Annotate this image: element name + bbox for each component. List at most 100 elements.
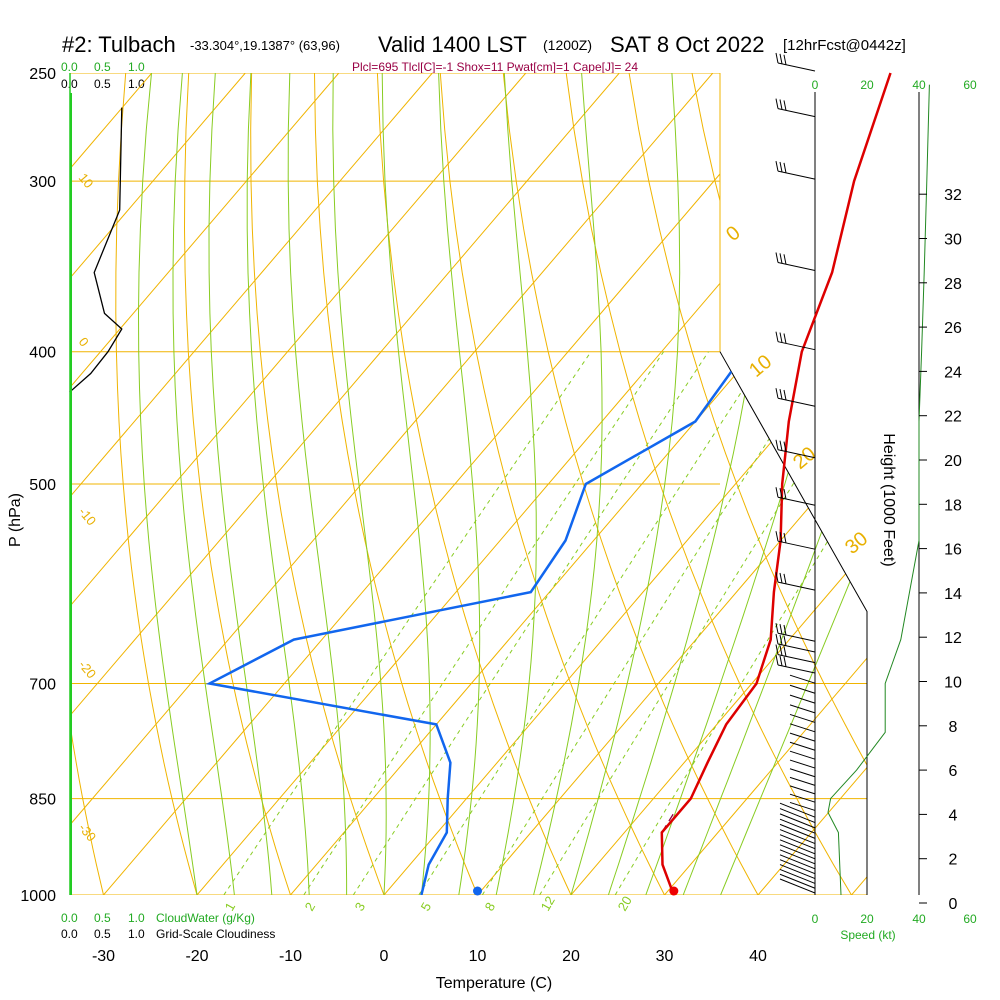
isotherm-label-5: 0 (722, 222, 745, 246)
right-boundary (719, 351, 868, 895)
wind-barb-flag-39-1 (779, 389, 783, 400)
isotherm--40 (70, 73, 714, 895)
wind-barb-flag-35-0 (775, 572, 779, 583)
isotherm--10 (290, 73, 867, 895)
speed-tick-bottom-1: 20 (860, 912, 874, 926)
moist-adiabat-8 (438, 73, 481, 895)
dry-adiabat-30 (439, 73, 665, 895)
wind-barb-flag-37-0 (775, 487, 779, 498)
wind-barb-21 (789, 759, 816, 769)
wind-barb-40 (777, 341, 816, 351)
speed-axis-label: Speed (kt) (840, 928, 895, 942)
height-tick-24: 24 (944, 364, 962, 381)
wind-barb-flag-39-2 (783, 389, 787, 401)
dry-adiabat-40 (502, 73, 759, 895)
height-tick-2: 2 (949, 852, 958, 869)
wind-barb-25 (789, 723, 816, 733)
cloudiness-scale-bottom-2: 1.0 (128, 927, 145, 941)
wind-barb-flag-41-1 (779, 253, 783, 264)
speed-tick-top-3: 60 (963, 78, 977, 92)
wind-barb-flag-37-2 (783, 488, 787, 500)
mixing-ratio-12 (539, 351, 867, 895)
wind-barb-12 (779, 818, 816, 834)
height-axis-label: Height (1000 Feet) (880, 433, 897, 566)
wind-barb-flag-32-2 (783, 646, 787, 657)
wind-barb-13 (779, 813, 816, 829)
y-axis-label: P (hPa) (7, 493, 24, 547)
wind-barb-flag-34-2 (783, 624, 787, 636)
wind-barb-28 (789, 694, 816, 704)
speed-tick-bottom-3: 60 (963, 912, 977, 926)
wind-barb-14 (779, 808, 816, 824)
moist-adiabat--4 (287, 73, 348, 895)
wind-barb-23 (789, 741, 816, 751)
height-tick-12: 12 (944, 630, 962, 647)
wind-barb-17 (789, 793, 816, 803)
moist-adiabat--8 (246, 73, 310, 895)
cloud-scale-top-1: 0.5 (94, 60, 111, 74)
wind-barb-44 (777, 62, 816, 72)
wind-barb-15 (779, 802, 816, 818)
wind-barb-7 (779, 844, 816, 860)
wind-barb-flag-44-1 (779, 53, 783, 64)
height-tick-8: 8 (949, 719, 958, 736)
mixing-ratio-label-2: 3 (352, 900, 369, 914)
dry-adiabat--20 (115, 73, 198, 895)
wind-barb-flag-36-2 (783, 532, 787, 544)
isotherm--80 (70, 73, 340, 895)
wind-barb-36 (777, 540, 816, 550)
isotherm-label-6: 10 (745, 351, 776, 382)
zulu-time: (1200Z) (543, 37, 592, 53)
moist-adiabat--20 (137, 73, 198, 895)
surface-temp-dot (669, 886, 679, 896)
isotherm-label-0: 10 (76, 170, 97, 191)
wind-barb-flag-32-1 (779, 645, 783, 656)
dry-adiabat-60 (628, 73, 867, 895)
wind-barb-flag-32-0 (775, 644, 779, 655)
wind-barb-42 (777, 170, 816, 180)
isotherm-label-4: -30 (76, 820, 100, 844)
wind-barb-flag-31-2 (783, 656, 787, 667)
isotherm-30 (664, 73, 867, 895)
wind-barb-4 (779, 859, 816, 875)
speed-tick-top-1: 20 (860, 78, 874, 92)
p-tick-300: 300 (29, 174, 56, 191)
mixing-ratio-2 (303, 351, 665, 895)
wind-barb-flag-44-0 (775, 52, 779, 64)
isotherm--50 (70, 73, 620, 895)
isotherm-label-1: 0 (76, 334, 92, 349)
wind-barb-6 (779, 849, 816, 865)
speed-tick-top-0: 0 (812, 78, 819, 92)
wind-barb-24 (789, 732, 816, 742)
wind-barb-29 (789, 684, 816, 694)
isotherm--30 (103, 73, 807, 895)
cloud-scale-top-0: 0.0 (61, 60, 78, 74)
height-tick-10: 10 (944, 675, 962, 692)
wind-barb-flag-34-0 (775, 623, 779, 634)
wind-barb-31 (777, 664, 816, 674)
wind-barb-2 (779, 868, 816, 884)
dry-adiabat--40 (0, 73, 10, 895)
isotherm--70 (70, 73, 433, 895)
wind-barb-43 (777, 108, 816, 118)
mixing-ratio-8 (481, 351, 826, 895)
dry-adiabat-20 (376, 73, 572, 895)
wind-barb-41 (777, 262, 816, 271)
isotherm-label-8: 30 (841, 528, 872, 559)
isotherm-0 (383, 73, 867, 895)
wind-barb-flag-33-1 (779, 634, 783, 645)
wind-barb-35 (777, 581, 816, 591)
isotherm-label-3: -20 (76, 657, 100, 681)
forecast-info: [12hrFcst@0442z] (783, 37, 906, 54)
wind-barb-flag-34-1 (779, 624, 783, 635)
x-tick--10: -10 (279, 948, 302, 965)
wind-barb-19 (789, 776, 816, 786)
cloudiness-scale-top-1: 0.5 (94, 77, 111, 91)
wind-barb-34 (777, 632, 816, 642)
speed-tick-bottom-2: 40 (912, 912, 926, 926)
surface-dewpoint-dot (473, 886, 482, 896)
cloud-scale-top-2: 1.0 (128, 60, 145, 74)
wind-barb-flag-38-1 (779, 440, 783, 451)
wind-barb-flag-43-2 (783, 100, 787, 111)
dry-adiabat--10 (183, 73, 291, 895)
